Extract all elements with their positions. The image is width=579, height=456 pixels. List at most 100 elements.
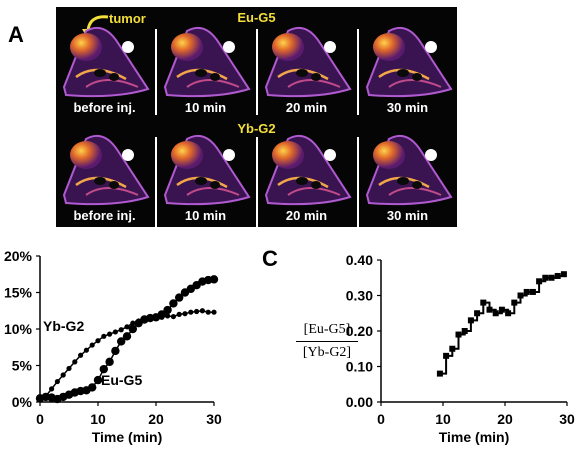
data-point [176, 311, 182, 317]
tissue-band [388, 79, 442, 88]
reference-phantom [324, 41, 336, 53]
image-row-eu-g5: Eu-G5 tumor before inj. 10 min 20 min 30… [56, 7, 457, 119]
frame-separator [256, 137, 258, 227]
y-tick-label: 0.00 [346, 394, 373, 410]
reference-phantom [122, 41, 134, 53]
data-point [118, 327, 124, 333]
tissue-band [85, 79, 139, 88]
tumor-region [272, 33, 304, 61]
y-tick-label: 0.40 [346, 252, 373, 268]
data-point [37, 397, 43, 403]
data-point [147, 316, 153, 323]
tumor-region [70, 141, 102, 169]
reference-phantom [425, 149, 437, 161]
data-point [529, 288, 536, 295]
frame-separator [155, 137, 157, 227]
mri-frame: 20 min [258, 7, 355, 119]
data-point [548, 274, 555, 281]
data-point [99, 364, 109, 374]
x-tick-label: 0 [36, 411, 44, 427]
tissue-band [287, 187, 341, 196]
dark-region [296, 69, 308, 77]
data-point [182, 311, 188, 317]
frame-label: before inj. [73, 208, 136, 223]
data-point [141, 317, 147, 323]
y-tick-label: 20% [4, 248, 33, 264]
data-point [455, 331, 462, 338]
frame-label: 20 min [285, 100, 328, 115]
data-point [505, 310, 512, 317]
data-point [47, 393, 56, 402]
data-point [194, 308, 200, 315]
x-tick-label: 10 [90, 411, 106, 427]
data-point [560, 271, 567, 278]
tumor-region [70, 33, 102, 61]
frame-separator [155, 29, 157, 119]
x-tick-label: 30 [559, 411, 575, 427]
panel-c-label: C [262, 246, 278, 271]
data-point [204, 275, 213, 285]
mri-slice-image [365, 135, 453, 206]
frame-label: 10 min [184, 208, 227, 223]
row-title-yb-g2: Yb-G2 [237, 121, 276, 136]
data-point [186, 284, 195, 294]
data-point [35, 394, 45, 403]
data-point [124, 324, 130, 330]
mri-slice-image [62, 27, 150, 98]
data-point [134, 318, 143, 328]
reference-phantom [223, 41, 235, 53]
data-point [480, 299, 487, 306]
mri-slice-image [264, 27, 352, 98]
data-point [163, 305, 172, 315]
data-point [72, 359, 78, 365]
x-axis-label: Time (min) [92, 429, 163, 445]
data-point [198, 277, 207, 286]
data-point [64, 390, 74, 399]
data-point [180, 288, 190, 297]
mri-frame: 30 min [359, 115, 456, 227]
tumor-label: tumor [109, 11, 146, 26]
data-point [153, 315, 159, 321]
dark-region [109, 73, 119, 81]
x-tick-label: 30 [206, 411, 222, 427]
data-point [211, 309, 217, 315]
mri-frame: 10 min [157, 7, 254, 119]
mri-frame: 20 min [258, 115, 355, 227]
y-tick-label: 10% [4, 321, 33, 337]
dark-region [296, 177, 308, 185]
dark-region [311, 181, 321, 189]
dark-region [210, 73, 220, 81]
tissue-band [186, 79, 240, 88]
mri-slice-image [163, 135, 251, 206]
data-point [199, 308, 205, 314]
data-point [122, 332, 132, 341]
data-point [169, 299, 178, 308]
x-tick-label: 0 [377, 411, 385, 427]
data-point [59, 392, 68, 402]
data-point [60, 372, 66, 378]
data-point [89, 342, 95, 348]
data-point [474, 310, 481, 317]
mri-frame: 10 min [157, 115, 254, 227]
tissue-band [85, 187, 139, 196]
data-point [486, 306, 493, 313]
dark-region [94, 69, 106, 77]
data-point [105, 357, 114, 367]
dark-region [195, 69, 207, 77]
mri-frame: before inj. [56, 115, 153, 227]
x-tick-label: 20 [497, 411, 513, 427]
data-point [461, 328, 468, 334]
data-point [53, 394, 62, 404]
tumor-region [171, 33, 203, 61]
frame-label: 10 min [184, 100, 227, 115]
data-point [511, 299, 518, 306]
y-tick-label: 5% [12, 358, 33, 374]
dark-region [109, 181, 119, 189]
dark-region [412, 73, 422, 81]
data-point [159, 314, 165, 320]
data-point [41, 392, 50, 402]
data-point [205, 309, 211, 315]
data-point [76, 386, 85, 396]
data-point [436, 370, 443, 377]
reference-phantom [324, 149, 336, 161]
